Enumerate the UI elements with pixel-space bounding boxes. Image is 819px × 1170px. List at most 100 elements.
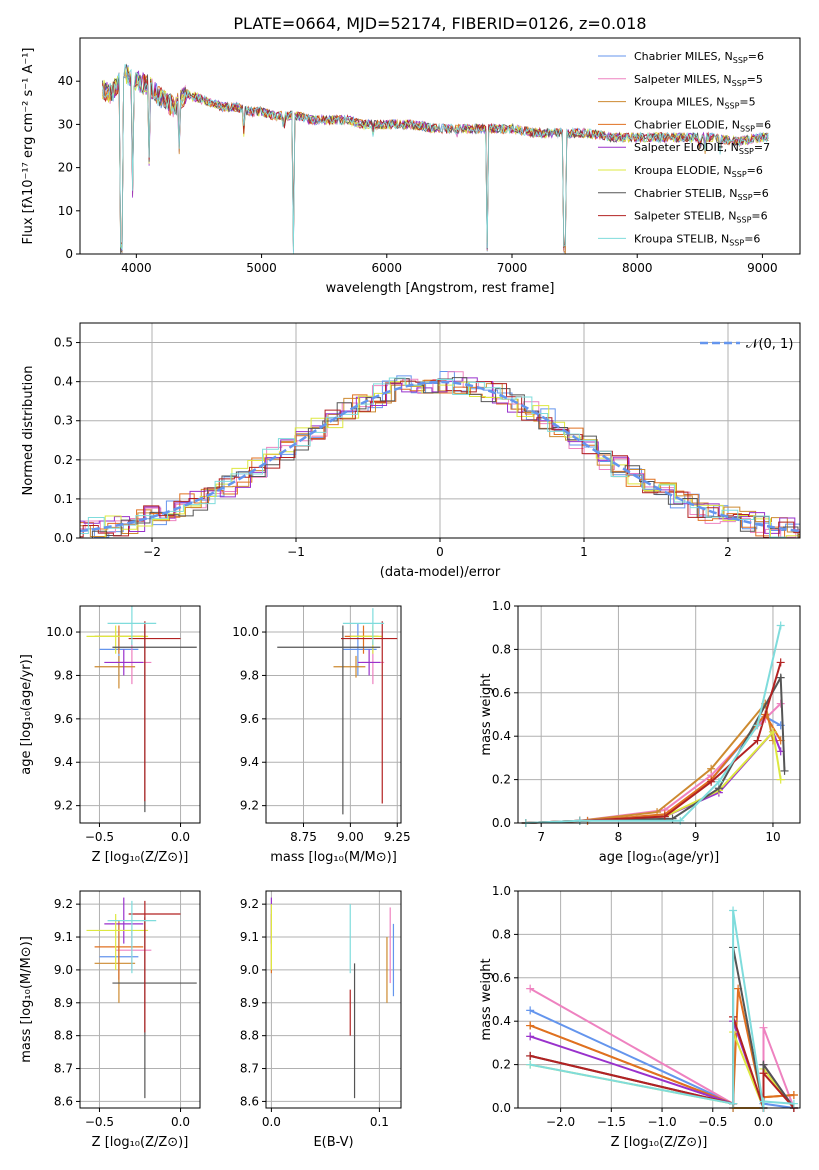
data-marker <box>789 1090 798 1099</box>
axes-residuals: −2 −1 0 1 2 0.0 0.1 0.2 0.3 0.4 0.5 (data-model)/er… <box>21 322 801 580</box>
data-marker <box>759 1069 768 1078</box>
spectrum-line <box>102 63 769 254</box>
histogram-step <box>80 377 800 534</box>
legend-entry: Salpeter ELODIE, NSSP=7 <box>634 141 770 156</box>
y-tick-label: 0.2 <box>54 453 73 467</box>
y-tick-label: 0.8 <box>492 642 511 656</box>
data-marker <box>759 1023 768 1032</box>
y-tick-label: 0.6 <box>492 971 511 985</box>
x-axis-label: E(B-V) <box>313 1135 353 1150</box>
x-tick-label: 10 <box>765 830 780 844</box>
y-tick-label: 10.0 <box>232 625 259 639</box>
data-marker <box>660 812 669 821</box>
y-tick-label: 9.2 <box>54 897 73 911</box>
x-axis-label: mass [log₁₀(M/M⊙)] <box>270 850 397 865</box>
legend-entry: Kroupa ELODIE, NSSP=6 <box>634 164 763 179</box>
data-marker <box>759 1097 768 1106</box>
legend-entry: Chabrier ELODIE, NSSP=6 <box>634 118 771 133</box>
x-tick-label: 2 <box>724 545 732 559</box>
y-tick-label: 10 <box>58 204 73 218</box>
x-axis-label: Z [log₁₀(Z/Z⊙)] <box>92 850 189 865</box>
x-tick-label: 0.0 <box>262 1115 281 1129</box>
axes-frame <box>517 890 801 1109</box>
mass-weight-line <box>529 988 794 1109</box>
axes-frame <box>265 605 402 824</box>
y-tick-label: 0.0 <box>54 531 73 545</box>
y-tick-label: 0.4 <box>492 1014 511 1028</box>
data-marker <box>776 621 785 630</box>
x-tick-label: 7 <box>537 830 545 844</box>
axes-frame <box>265 890 402 1109</box>
axes-frame <box>517 605 801 824</box>
data-marker <box>526 1032 535 1041</box>
y-tick-label: 9.2 <box>240 897 259 911</box>
mass-weight-line <box>525 701 774 824</box>
y-tick-label: 0.0 <box>492 1101 511 1115</box>
data-marker <box>776 673 785 682</box>
mass-weight-line <box>525 625 782 824</box>
mass-weight-line <box>525 715 782 824</box>
axes-spectrum: 4000 5000 6000 7000 8000 9000 0 10 20 30 40 wavelen… <box>21 37 801 296</box>
x-tick-label: 0.1 <box>370 1115 389 1129</box>
legend-entry: Kroupa MILES, NSSP=5 <box>634 96 756 111</box>
x-tick-label: 8.75 <box>290 830 317 844</box>
data-marker <box>714 777 723 786</box>
x-tick-label: −1.5 <box>597 1115 626 1129</box>
x-axis-label: wavelength [Angstrom, rest frame] <box>326 281 555 296</box>
x-tick-label: −1.0 <box>647 1115 676 1129</box>
x-tick-label: 0 <box>436 545 444 559</box>
y-tick-label: 9.6 <box>54 712 73 726</box>
y-axis-label: mass [log₁₀(M/M⊙)] <box>19 936 34 1063</box>
histogram-step <box>80 380 800 538</box>
y-tick-label: 9.2 <box>240 799 259 813</box>
y-tick-label: 8.6 <box>240 1094 259 1108</box>
mass-weight-line <box>525 702 782 824</box>
spectrum-line <box>102 63 769 254</box>
data-marker <box>526 1021 535 1030</box>
y-tick-label: 8.8 <box>240 1029 259 1043</box>
data-marker <box>776 658 785 667</box>
data-marker <box>575 816 584 825</box>
axes-frame <box>79 890 201 1109</box>
y-tick-label: 0.0 <box>492 816 511 830</box>
axes-massweight-vs-age: 7 8 9 10 0.0 0.2 0.4 0.6 0.8 1.0 age [log₁₀(age/yr… <box>479 599 801 865</box>
y-tick-label: 20 <box>58 161 73 175</box>
legend-entry: Kroupa STELIB, NSSP=6 <box>634 232 760 247</box>
y-tick-label: 9.1 <box>54 930 73 944</box>
axes-massweight-vs-Z: −2.0 −1.5 −1.0 −0.5 0.0 0.0 0.2 0.4 0.6 0.8 1.0 Z [… <box>479 884 801 1150</box>
x-tick-label: 8 <box>615 830 623 844</box>
x-tick-label: 6000 <box>372 261 403 275</box>
data-marker <box>526 1051 535 1060</box>
histogram-step <box>80 371 800 538</box>
x-tick-label: 4000 <box>121 261 152 275</box>
axes-frame <box>79 37 801 255</box>
data-marker <box>526 1006 535 1015</box>
x-tick-label: 9 <box>692 830 700 844</box>
histogram-step <box>80 371 800 538</box>
y-tick-label: 0.2 <box>492 1058 511 1072</box>
x-tick-label: −0.5 <box>85 830 114 844</box>
axes-mass-vs-Z: −0.5 0.0 8.6 8.7 8.8 8.9 9.0 9.1 9.2 Z [log₁₀(Z/Z… <box>19 890 201 1150</box>
y-tick-label: 1.0 <box>492 884 511 898</box>
axes-mass-vs-ebv: 0.0 0.1 8.6 8.7 8.8 8.9 9.0 9.1 9.2 E(B-V) <box>240 890 402 1150</box>
x-tick-label: −2 <box>143 545 161 559</box>
x-tick-label: 9000 <box>747 261 778 275</box>
y-axis-label: Normed distribution <box>21 366 36 496</box>
data-marker <box>776 775 785 784</box>
data-marker <box>729 906 738 915</box>
y-tick-label: 10.0 <box>46 625 73 639</box>
x-tick-label: −0.5 <box>85 1115 114 1129</box>
axes-age-vs-Z: −0.5 0.0 9.2 9.4 9.6 9.8 10.0 Z [log₁₀(Z/Z⊙)] ag… <box>19 605 201 865</box>
x-axis-label: age [log₁₀(age/yr)] <box>599 850 720 865</box>
y-tick-label: 0.4 <box>492 729 511 743</box>
data-marker <box>768 727 777 736</box>
y-axis-label: mass weight <box>479 958 494 1040</box>
data-marker <box>707 764 716 773</box>
y-tick-label: 9.8 <box>54 668 73 682</box>
y-tick-label: 8.9 <box>240 996 259 1010</box>
x-tick-label: −1 <box>287 545 305 559</box>
gaussian-curve <box>79 380 801 533</box>
data-marker <box>789 1099 798 1108</box>
y-axis-label: mass weight <box>479 673 494 755</box>
axes-frame <box>79 605 201 824</box>
